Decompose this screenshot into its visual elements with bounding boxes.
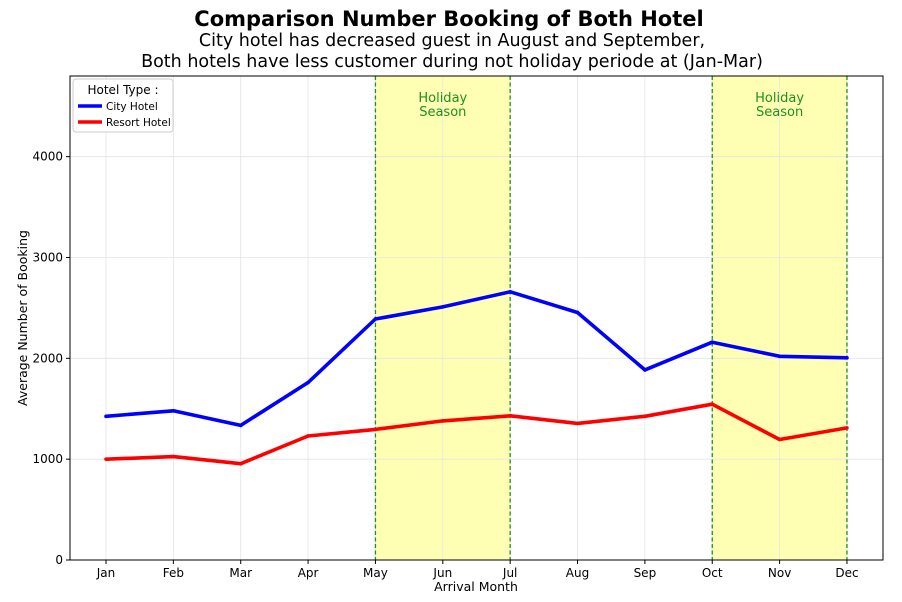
y-axis-label: Average Number of Booking <box>15 230 30 406</box>
x-axis-label: Arrival Month <box>434 579 518 594</box>
data-point-resort-hotel-may <box>373 427 378 432</box>
series-line-city-hotel <box>105 289 848 428</box>
y-tick-label-3000: 3000 <box>32 251 63 265</box>
data-point-resort-hotel-jun <box>441 419 445 423</box>
x-tick-label-aug: Aug <box>566 566 589 580</box>
x-tick-label-apr: Apr <box>298 566 319 580</box>
data-point-resort-hotel-sep <box>643 414 647 419</box>
x-tick-label-sep: Sep <box>634 566 657 580</box>
chart-subtitle-line-1: City hotel has decreased guest in August… <box>199 31 705 51</box>
x-tick-label-nov: Nov <box>768 566 791 580</box>
data-point-resort-hotel-apr <box>306 434 310 438</box>
holiday-label-1-line-1: Holiday <box>418 91 467 106</box>
data-point-city-hotel-may <box>373 317 378 321</box>
x-tick-label-jun: Jun <box>432 566 452 580</box>
data-point-resort-hotel-dec <box>845 426 849 430</box>
data-point-city-hotel-sep <box>643 368 647 372</box>
holiday-label-1-line-2: Season <box>419 105 466 120</box>
data-point-city-hotel-aug <box>575 310 580 315</box>
data-point-city-hotel-nov <box>777 354 782 359</box>
x-tick-label-feb: Feb <box>163 566 184 580</box>
data-point-city-hotel-dec <box>845 356 849 360</box>
x-tick-label-may: May <box>363 566 388 580</box>
x-tick-label-mar: Mar <box>229 566 252 580</box>
legend-title: Hotel Type : <box>87 83 158 97</box>
plot-frame <box>69 75 884 561</box>
data-point-resort-hotel-feb <box>171 454 176 459</box>
holiday-label-2-line-2: Season <box>756 105 803 120</box>
data-point-city-hotel-mar <box>238 423 243 428</box>
x-tick-label-oct: Oct <box>702 566 723 580</box>
x-tick-label-dec: Dec <box>835 566 858 580</box>
data-point-city-hotel-feb <box>171 408 176 413</box>
data-point-resort-hotel-jan <box>104 457 108 461</box>
data-point-resort-hotel-nov <box>777 437 782 442</box>
series-line-resort-hotel <box>105 402 848 466</box>
data-point-resort-hotel-oct <box>710 402 715 407</box>
data-point-city-hotel-jun <box>441 305 445 309</box>
data-point-city-hotel-oct <box>710 340 715 345</box>
y-tick-label-1000: 1000 <box>32 452 63 466</box>
chart-subtitle-line-2: Both hotels have less customer during no… <box>141 52 763 72</box>
y-tick-label-2000: 2000 <box>32 351 63 365</box>
data-point-resort-hotel-aug <box>575 421 580 426</box>
legend-label-resort-hotel: Resort Hotel <box>106 117 171 129</box>
data-point-city-hotel-jan <box>104 414 108 419</box>
legend-box <box>72 78 174 133</box>
data-point-city-hotel-jul <box>508 289 512 294</box>
legend-label-city-hotel: City Hotel <box>106 101 158 113</box>
data-point-city-hotel-apr <box>306 380 310 385</box>
x-tick-label-jul: Jul <box>502 566 517 580</box>
y-tick-label-0: 0 <box>55 553 63 567</box>
y-tick-label-4000: 4000 <box>32 150 63 164</box>
x-tick-label-jan: Jan <box>96 566 116 580</box>
data-point-resort-hotel-mar <box>238 461 243 466</box>
holiday-label-2-line-1: Holiday <box>755 91 804 106</box>
chart-title: Comparison Number Booking of Both Hotel <box>194 7 703 31</box>
data-point-resort-hotel-jul <box>508 414 512 418</box>
